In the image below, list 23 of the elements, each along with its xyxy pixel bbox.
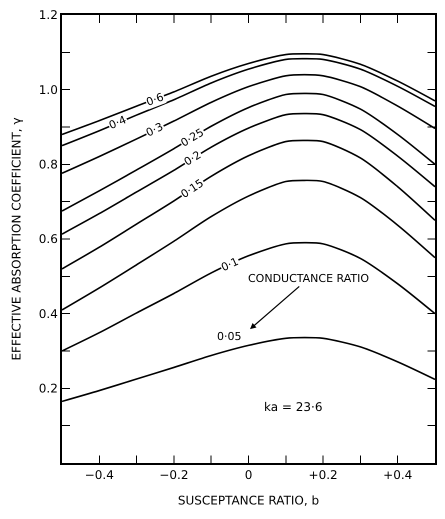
annotation: ka = 23·6 — [264, 400, 322, 414]
x-axis-title: SUSCEPTANCE RATIO, b — [178, 494, 320, 508]
y-axis-title: EFFECTIVE ABSORPTION COEFFICIENT, γ — [10, 117, 24, 361]
text: 0·2 — [182, 148, 204, 169]
x-tick-label: −0.2 — [159, 468, 188, 482]
y-tick-label: 0.8 — [38, 158, 58, 172]
series-label: 0·05 — [217, 330, 242, 343]
annotation: CONDUCTANCE RATIO — [248, 272, 370, 285]
y-tick-label: 1.2 — [38, 8, 58, 22]
text: 0·25 — [178, 126, 206, 150]
y-tick-label: 1.0 — [38, 82, 58, 97]
y-tick-label: 0.4 — [38, 306, 58, 321]
text: 0·4 — [107, 113, 128, 132]
text: 0·6 — [144, 90, 166, 109]
x-tick-label: −0.4 — [84, 468, 114, 482]
text: 0·15 — [178, 176, 206, 201]
x-tick-label: 0 — [244, 468, 252, 482]
y-tick-label: 0.6 — [38, 232, 58, 246]
text: 0·1 — [219, 254, 240, 274]
x-tick-label: +0.2 — [308, 468, 338, 482]
y-tick-label: 0.2 — [38, 382, 58, 396]
x-tick-label: +0.4 — [383, 468, 412, 482]
text: 0·3 — [144, 120, 166, 140]
